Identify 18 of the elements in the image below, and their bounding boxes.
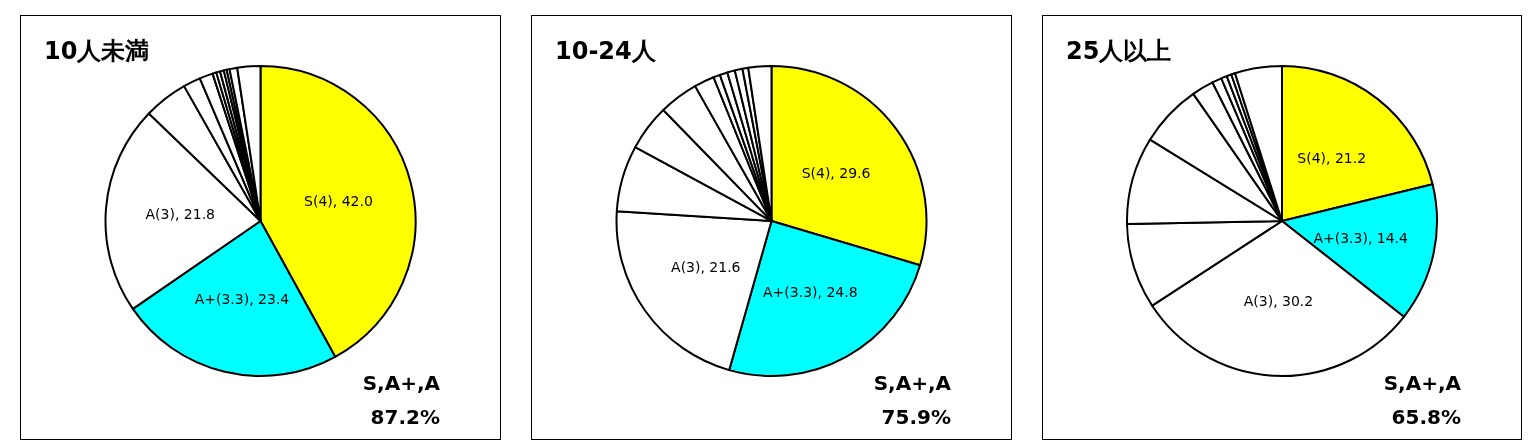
text: 75.9% bbox=[881, 405, 952, 429]
chart-title: 10-24人 bbox=[555, 37, 657, 65]
slice-label: A+(3.3), 23.4 bbox=[194, 291, 290, 308]
text: 87.2% bbox=[370, 405, 441, 429]
slice-label: S(4), 42.0 bbox=[304, 192, 373, 209]
slice-label: A+(3.3), 14.4 bbox=[1313, 230, 1409, 247]
chart-title: 25人以上 bbox=[1066, 37, 1172, 65]
slice-label: S(4), 29.6 bbox=[801, 164, 871, 181]
text: S,A+,A bbox=[362, 371, 441, 395]
text: 65.8% bbox=[1391, 405, 1462, 429]
slice-label: A(3), 21.8 bbox=[145, 206, 216, 223]
slice-label: S(4), 21.2 bbox=[1297, 149, 1367, 166]
chart-title: 10人未満 bbox=[44, 37, 150, 65]
slice-label: A(3), 21.6 bbox=[671, 259, 741, 276]
slice-label: A(3), 30.2 bbox=[1243, 293, 1314, 310]
text: S,A+,A bbox=[1383, 371, 1462, 395]
text: S,A+,A bbox=[873, 371, 952, 395]
slice-label: A+(3.3), 24.8 bbox=[762, 283, 858, 300]
